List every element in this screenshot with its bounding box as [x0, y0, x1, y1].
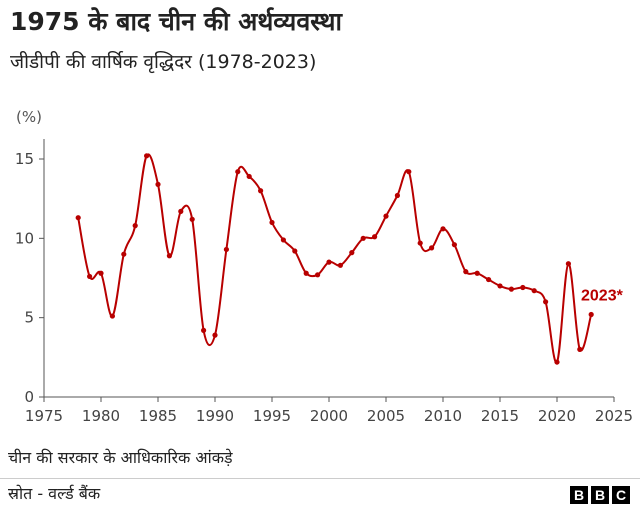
data-point [543, 299, 549, 305]
bbc-logo-letter: C [612, 486, 630, 504]
data-point [429, 245, 435, 251]
footer-divider [0, 478, 640, 479]
x-tick-label: 2020 [538, 407, 576, 425]
data-point [212, 332, 218, 338]
data-point [406, 169, 412, 175]
x-tick-label: 1995 [253, 407, 291, 425]
data-point [417, 240, 423, 246]
x-tick-label: 2010 [424, 407, 462, 425]
data-point [577, 346, 583, 352]
bbc-logo-letter: B [570, 486, 588, 504]
x-tick-label: 2000 [310, 407, 348, 425]
data-point [315, 272, 321, 278]
data-point [269, 219, 275, 226]
data-point [109, 313, 115, 319]
chart-note: चीन की सरकार के आधिकारिक आंकड़े [8, 448, 233, 467]
gdp-growth-line-chart: 0 5 10 15 1975 1980 1985 1990 1995 2000 2005 2010 20… [15, 139, 633, 425]
data-point [235, 169, 241, 175]
data-point [486, 276, 492, 283]
y-tick-label: 15 [15, 150, 34, 168]
data-point [98, 270, 104, 276]
data-point [326, 259, 332, 265]
data-point [155, 181, 161, 187]
data-point [246, 173, 252, 180]
bbc-logo-letter: B [591, 486, 609, 504]
annotation-label-2023: 2023* [581, 287, 624, 304]
data-point [474, 270, 480, 276]
x-tick-label: 1980 [82, 407, 120, 425]
data-point [360, 235, 366, 241]
y-tick-label: 0 [24, 388, 34, 406]
x-tick-label: 1975 [25, 407, 63, 425]
data-point [292, 248, 298, 254]
data-point [451, 242, 457, 248]
x-tick-label: 1985 [139, 407, 177, 425]
data-point [440, 226, 446, 232]
data-point [178, 208, 184, 214]
series-gdp-growth [75, 153, 594, 365]
data-point [508, 286, 514, 292]
x-tick-label: 2015 [481, 407, 519, 425]
x-tick-label: 1990 [196, 407, 234, 425]
y-tick-label: 5 [24, 309, 34, 327]
chart-title: 1975 के बाद चीन की अर्थव्यवस्था [10, 7, 342, 36]
data-point [383, 213, 389, 219]
data-point [201, 327, 207, 333]
data-point [349, 250, 355, 256]
data-point [588, 311, 594, 318]
x-tick-label: 2025 [595, 407, 633, 425]
chart-axes: 0 5 10 15 1975 1980 1985 1990 1995 2000 2005 2010 20… [15, 139, 633, 425]
data-point [337, 262, 343, 268]
data-point [280, 237, 286, 243]
data-point [554, 359, 560, 365]
data-point [132, 223, 138, 229]
data-point [223, 246, 229, 253]
data-point [394, 192, 400, 199]
data-point [258, 188, 264, 194]
data-point [303, 270, 309, 276]
data-point [463, 269, 469, 275]
y-axis-unit-label: (%) [16, 108, 42, 126]
data-point [144, 153, 150, 159]
series-line [77, 153, 593, 364]
x-tick-label: 2005 [367, 407, 405, 425]
chart-subtitle: जीडीपी की वार्षिक वृद्धिदर (1978-2023) [10, 51, 317, 73]
data-point [520, 284, 526, 291]
data-point [189, 216, 195, 222]
data-point [531, 288, 537, 294]
data-point [87, 273, 93, 280]
data-point [497, 283, 503, 289]
bbc-logo: B B C [570, 486, 630, 504]
data-point [166, 253, 172, 259]
data-point [121, 251, 127, 257]
source-text: स्रोत - वर्ल्ड बैंक [8, 484, 101, 503]
data-point [75, 215, 81, 221]
y-tick-label: 10 [15, 229, 34, 247]
data-point [565, 261, 572, 267]
data-point [372, 234, 378, 240]
chart-annotations: 2023* [581, 287, 624, 304]
